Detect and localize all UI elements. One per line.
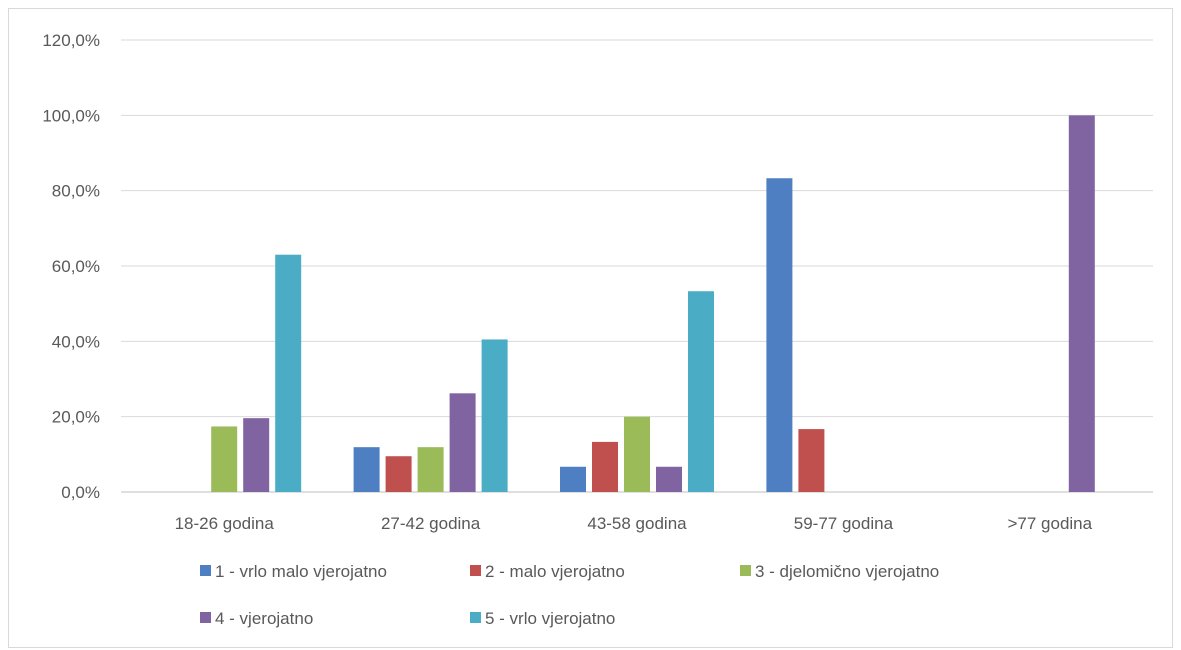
legend-label: 2 - malo vjerojatno [485,562,625,581]
legend-swatch [740,565,751,576]
y-axis-ticks: 0,0% 20,0% 40,0% 60,0% 80,0% 100,0% 120,0% [42,31,100,502]
bar [481,339,508,492]
bar [656,466,682,492]
bar [211,426,238,492]
legend-swatch [470,612,481,623]
x-category-label: >77 godina [1007,514,1092,533]
chart-frame [8,8,1173,648]
bar [560,466,586,492]
y-tick-label: 0,0% [61,483,100,502]
bar [243,418,270,492]
x-category-label: 59-77 godina [794,514,894,533]
bar [766,178,793,492]
legend-label: 5 - vrlo vjerojatno [485,609,615,628]
bar [688,291,714,492]
legend-swatch [200,565,211,576]
bar [449,393,476,492]
x-category-label: 27-42 godina [381,514,481,533]
legend: 1 - vrlo malo vjerojatno 2 - malo vjeroja… [200,562,939,628]
bar [592,441,618,492]
legend-label: 1 - vrlo malo vjerojatno [215,562,387,581]
legend-label: 3 - djelomično vjerojatno [755,562,939,581]
y-tick-label: 40,0% [52,332,100,351]
y-tick-label: 60,0% [52,257,100,276]
x-axis-categories: 18-26 godina 27-42 godina 43-58 godina 59-7… [175,514,1093,533]
y-tick-label: 120,0% [42,31,100,50]
bars [211,115,1095,492]
legend-label: 4 - vjerojatno [215,609,313,628]
x-category-label: 18-26 godina [175,514,275,533]
legend-swatch [200,612,211,623]
y-tick-label: 100,0% [42,106,100,125]
bar [353,447,380,492]
bar [624,416,650,492]
bar [275,254,302,492]
x-category-label: 43-58 godina [587,514,687,533]
bar [385,456,412,492]
bar [1068,115,1095,492]
bar [417,447,444,492]
legend-swatch [470,565,481,576]
bar [798,429,825,492]
y-tick-label: 20,0% [52,408,100,427]
y-tick-label: 80,0% [52,182,100,201]
